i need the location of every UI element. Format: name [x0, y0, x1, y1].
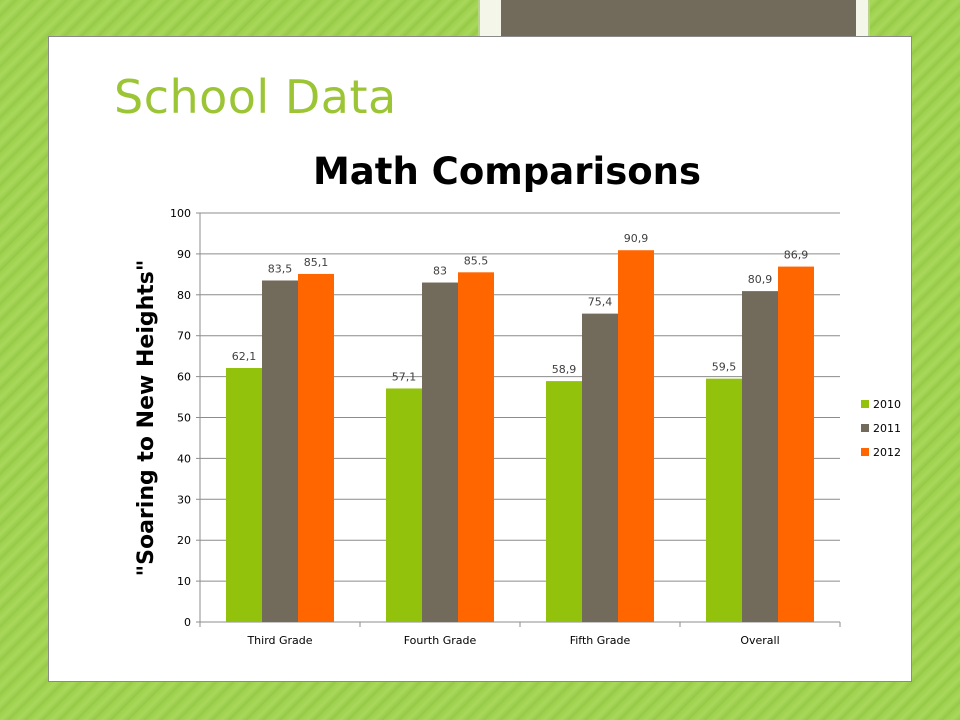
data-label: 57,1 [392, 370, 417, 383]
data-label: 58,9 [552, 363, 577, 376]
data-label: 62,1 [232, 350, 257, 363]
bar-2011-fifth-grade [582, 313, 618, 622]
y-tick-label: 70 [177, 330, 191, 343]
bar-2010-overall [706, 378, 742, 622]
bar-2010-fifth-grade [546, 381, 582, 622]
bars [226, 250, 814, 622]
legend-swatch-2010 [861, 400, 869, 408]
data-label: 59,5 [712, 361, 737, 374]
data-labels: 62,1 83,5 85,1 57,1 83 85.5 58,9 75,4 90,9 59,5 80… [232, 232, 809, 383]
bar-2012-third-grade [298, 273, 334, 622]
y-tick-label: 80 [177, 289, 191, 302]
bar-2010-third-grade [226, 368, 262, 622]
x-tick-label: Overall [740, 634, 779, 647]
y-tick-label: 60 [177, 371, 191, 384]
bar-2011-fourth-grade [422, 282, 458, 622]
axes: 0 10 20 30 40 50 60 70 80 90 100 Third Grade Fourth … [170, 207, 841, 647]
bar-2011-third-grade [262, 280, 298, 622]
bar-2011-overall [742, 291, 778, 622]
data-label: 86,9 [784, 249, 809, 262]
x-tick-label: Fifth Grade [570, 634, 631, 647]
legend-swatch-2012 [861, 448, 869, 456]
data-label: 90,9 [624, 232, 649, 245]
bar-2012-overall [778, 266, 814, 622]
legend-label-2012: 2012 [873, 446, 901, 459]
y-tick-label: 30 [177, 493, 191, 506]
slide-title: School Data [114, 70, 397, 124]
legend-label-2011: 2011 [873, 422, 901, 435]
y-tick-label: 90 [177, 248, 191, 261]
legend-label-2010: 2010 [873, 398, 901, 411]
y-tick-label: 0 [184, 616, 191, 629]
data-label: 83,5 [268, 262, 293, 275]
legend-swatch-2011 [861, 424, 869, 432]
data-label: 80,9 [748, 273, 773, 286]
legend: 2010 2011 2012 [861, 398, 901, 459]
x-tick-label: Fourth Grade [404, 634, 477, 647]
y-tick-label: 100 [170, 207, 191, 220]
x-tick-label: Third Grade [246, 634, 312, 647]
data-label: 75,4 [588, 296, 613, 309]
y-tick-label: 40 [177, 452, 191, 465]
data-label: 83 [433, 265, 447, 278]
bar-2010-fourth-grade [386, 388, 422, 622]
bar-2012-fourth-grade [458, 272, 494, 622]
y-axis-title: "Soaring to New Heights" [134, 260, 159, 577]
bar-2012-fifth-grade [618, 250, 654, 622]
data-label: 85.5 [464, 254, 489, 267]
y-tick-label: 50 [177, 412, 191, 425]
y-tick-label: 20 [177, 534, 191, 547]
y-tick-label: 10 [177, 575, 191, 588]
data-label: 85,1 [304, 256, 329, 269]
chart-title: Math Comparisons [313, 150, 701, 193]
